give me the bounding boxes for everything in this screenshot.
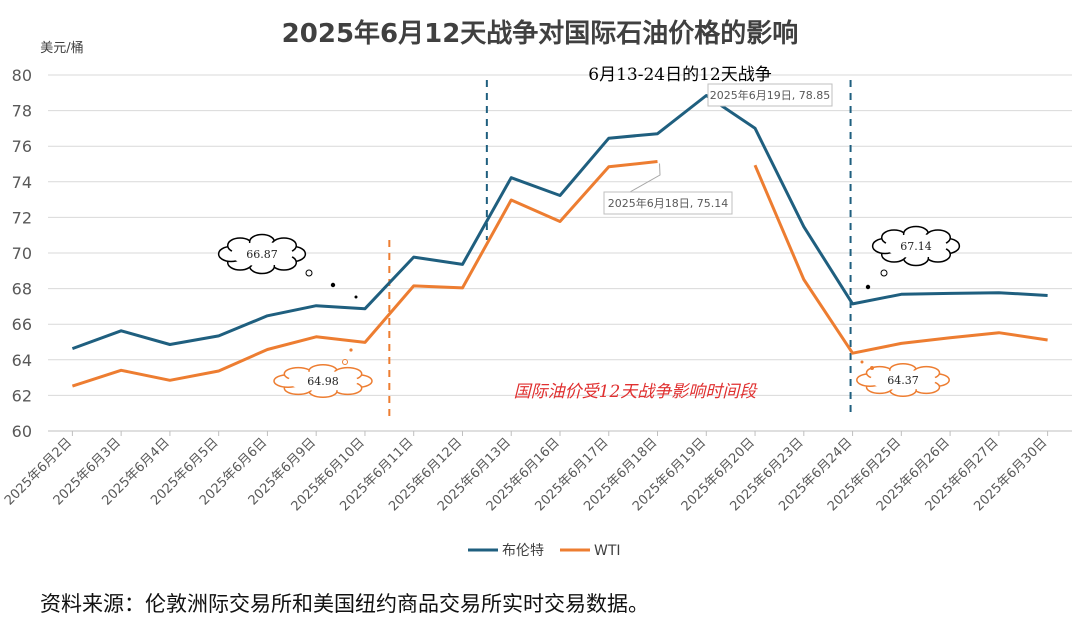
callout-box-wti: [603, 191, 733, 215]
cloud-dot: [865, 284, 871, 290]
cloud-label: 66.87: [246, 248, 278, 261]
callout-box-brent: [707, 83, 833, 107]
y-tick-label: 74: [12, 173, 32, 192]
y-tick-label: 60: [12, 422, 32, 441]
cloud-dot: [354, 295, 358, 299]
cloud-dot: [330, 282, 336, 288]
y-axis-unit: 美元/桶: [40, 41, 83, 56]
y-tick-label: 64: [12, 351, 32, 370]
source-note: 资料来源：伦敦洲际交易所和美国纽约商品交易所实时交易数据。: [40, 592, 649, 616]
legend-label: 布伦特: [502, 543, 544, 559]
cloud-wti-before: 64.98: [273, 364, 373, 398]
y-tick-label: 78: [12, 102, 32, 121]
y-tick-label: 76: [12, 137, 32, 156]
y-tick-label: 62: [12, 386, 32, 405]
cloud-dot: [342, 359, 348, 365]
chart-title: 2025年6月12天战争对国际石油价格的影响: [282, 18, 799, 49]
cloud-label: 64.37: [887, 374, 919, 387]
callout-brent-peak: 2025年6月19日, 78.85: [710, 88, 830, 102]
legend-label: WTI: [594, 543, 621, 559]
cloud-dot: [305, 269, 313, 277]
series-lines: [71, 94, 1048, 388]
y-tick-label: 68: [12, 280, 32, 299]
y-tick-label: 72: [12, 208, 32, 227]
cloud-brent-before: 66.87: [217, 233, 307, 275]
cloud-brent-after: 67.14: [871, 225, 961, 267]
war-period-label: 6月13-24日的12天战争: [588, 65, 771, 85]
callout-wti-peak: 2025年6月18日, 75.14: [608, 196, 728, 210]
legend: 布伦特 WTI: [468, 543, 621, 559]
cloud-label: 67.14: [900, 240, 932, 253]
callout-leader: [629, 163, 661, 193]
cloud-dot: [860, 360, 864, 364]
cloud-dot: [870, 366, 874, 370]
cloud-body: [885, 234, 947, 258]
y-tick-label: 70: [12, 244, 32, 263]
cloud-body: [231, 242, 293, 266]
y-axis-ticks: 60 62 64 66 68 70 72 74 76 78 80: [12, 66, 32, 441]
cloud-body: [288, 371, 358, 391]
x-axis-ticks: 2025年6月2日2025年6月3日2025年6月4日2025年6月5日2025…: [2, 431, 1050, 514]
cloud-wti-after: 64.37: [856, 363, 950, 397]
series-line-wti: [71, 160, 1048, 388]
series-line-brent: [71, 94, 1048, 351]
period-markers: [388, 80, 852, 418]
cloud-body: [870, 370, 936, 390]
y-tick-label: 80: [12, 66, 32, 85]
cloud-label: 64.98: [307, 375, 339, 388]
y-tick-label: 66: [12, 315, 32, 334]
impact-period-label: 国际油价受12天战争影响时间段: [514, 382, 759, 402]
cloud-dot: [349, 348, 353, 352]
cloud-dot: [880, 269, 888, 277]
